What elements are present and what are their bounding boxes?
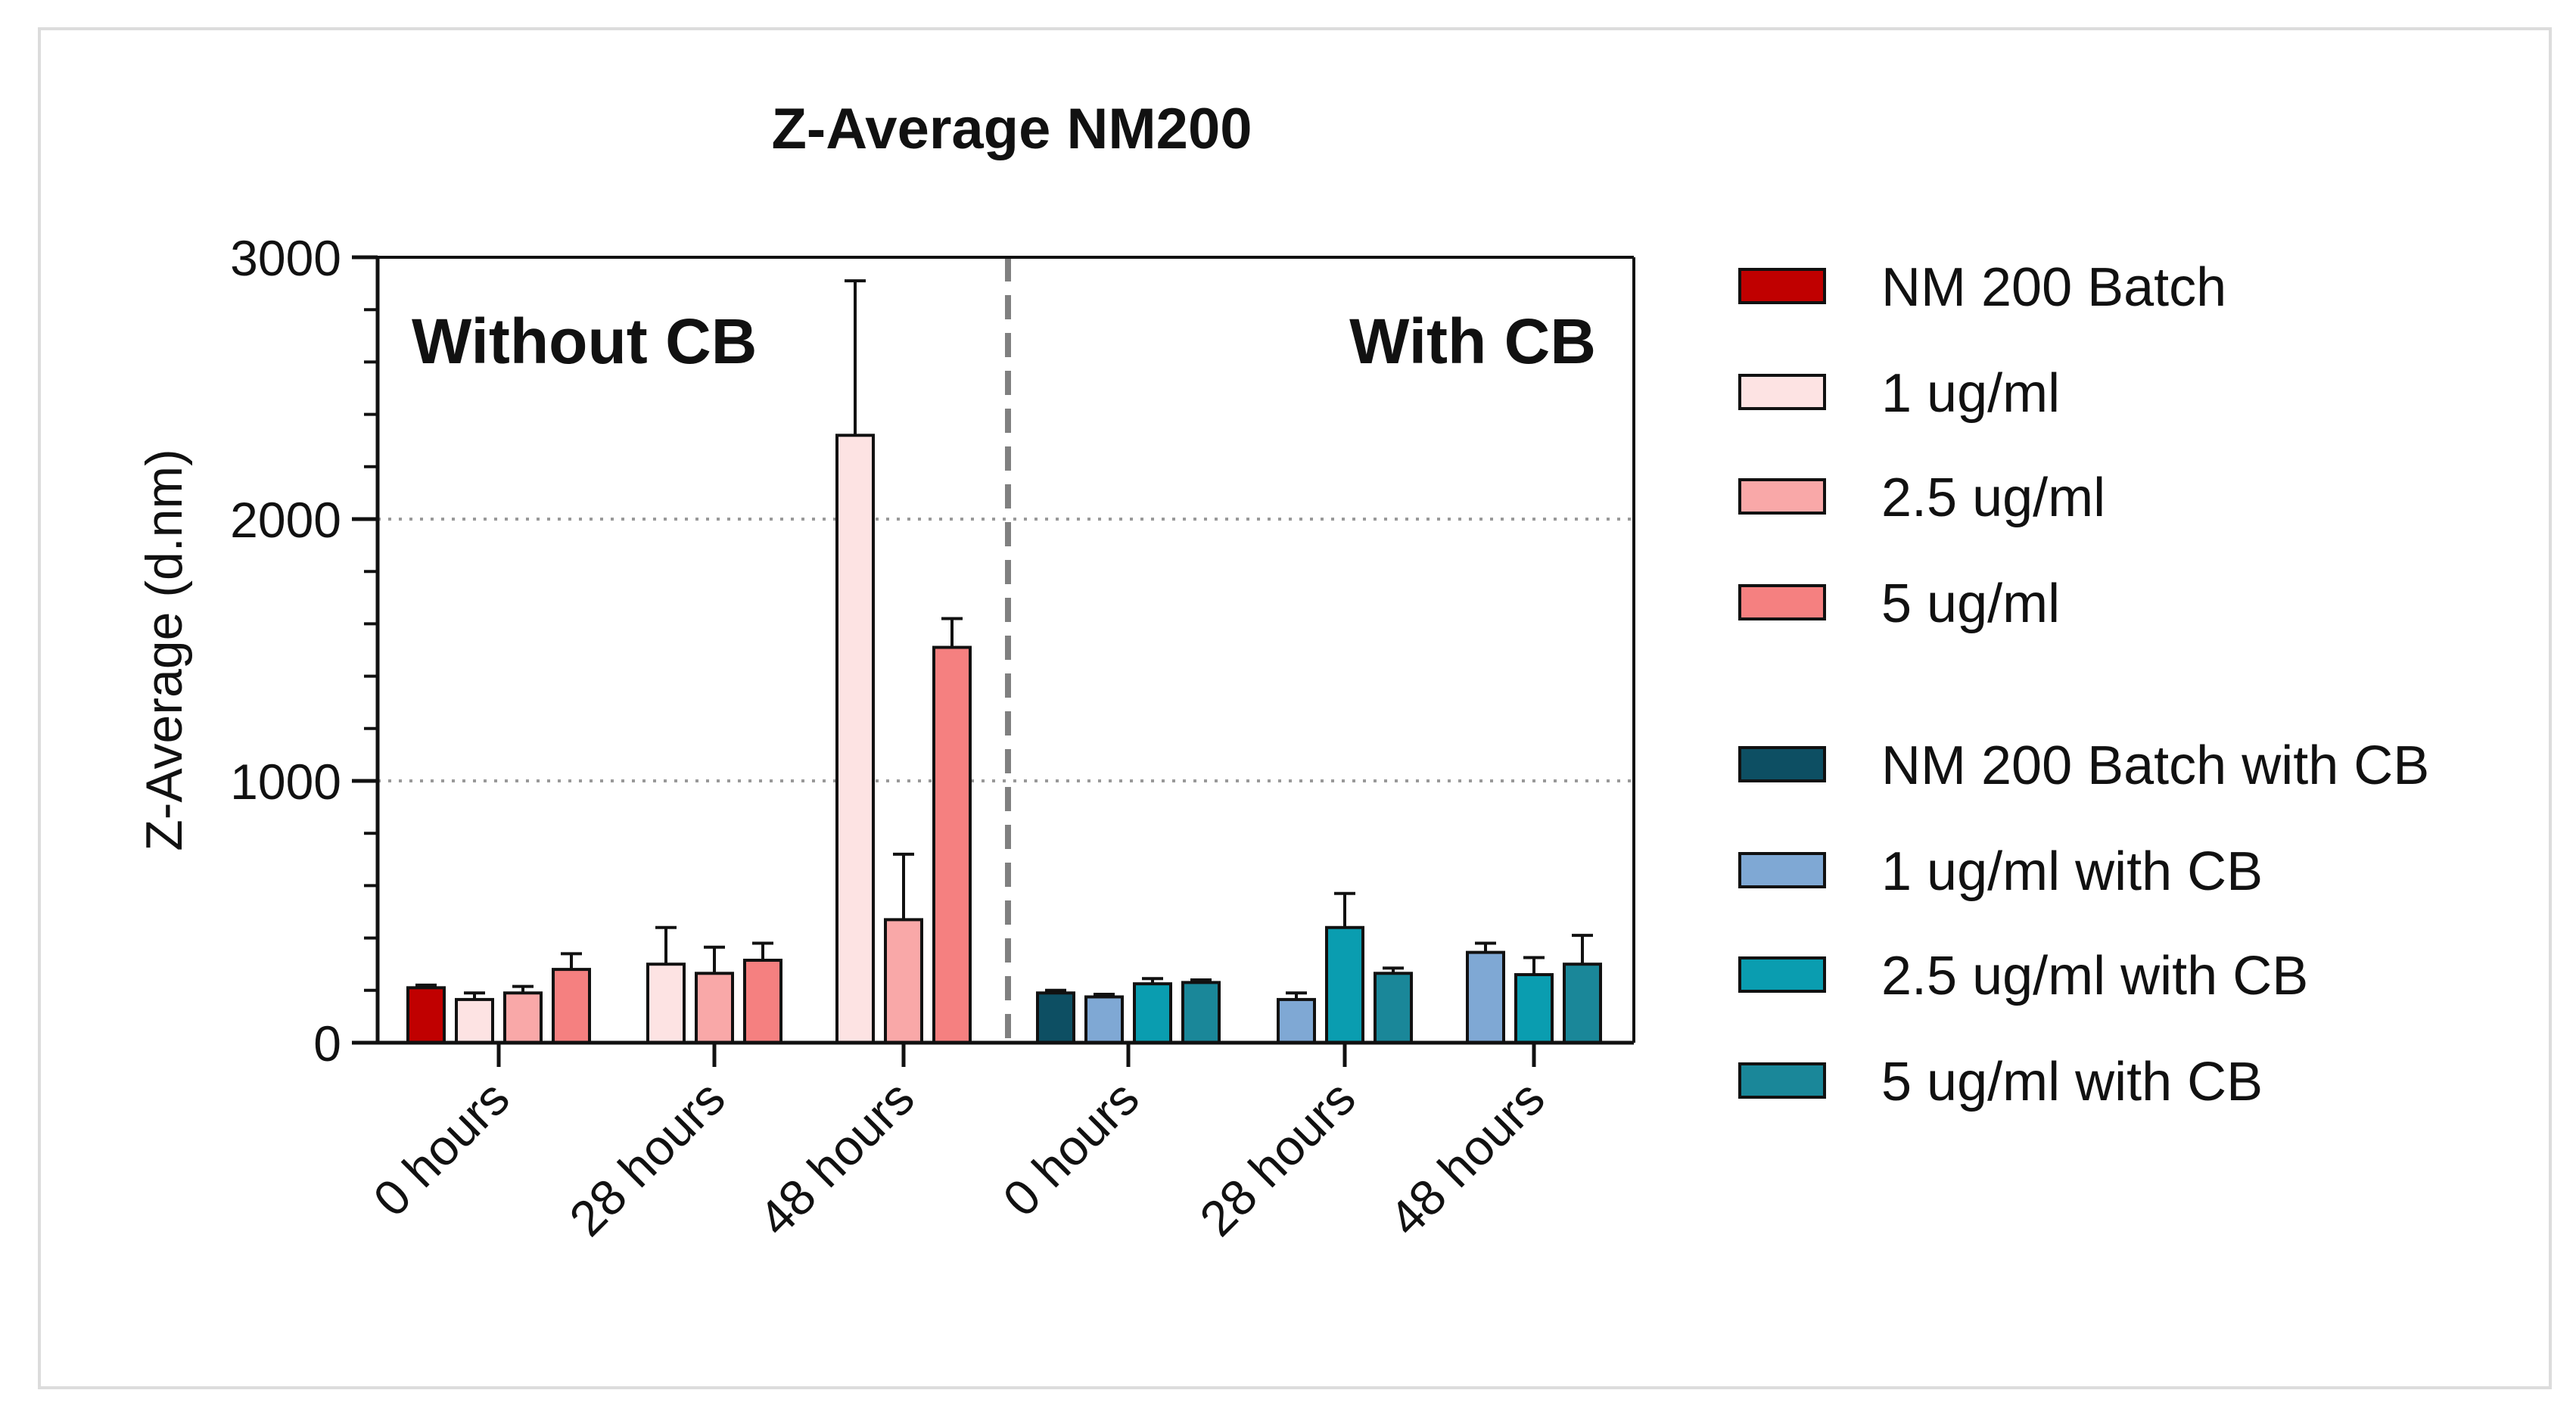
legend-label: 1 ug/ml	[1881, 363, 2060, 424]
y-axis-label: Z-Average (d.nm)	[135, 449, 193, 851]
legend: NM 200 Batch 1 ug/ml 2.5 ug/ml 5 ug/ml NM 20…	[1738, 257, 2429, 1112]
legend-label: 5 ug/ml	[1881, 574, 2060, 634]
bar	[1036, 991, 1075, 1045]
legend-swatch	[1738, 746, 1826, 782]
grid-layer	[378, 518, 1634, 782]
x-tick-label: 0 hours	[992, 1070, 1150, 1227]
legend-label: 1 ug/ml with CB	[1881, 841, 2263, 902]
bar	[1374, 972, 1413, 1045]
x-tick-label: 0 hours	[362, 1070, 520, 1227]
legend-swatch	[1738, 584, 1826, 620]
bar	[1277, 997, 1316, 1045]
legend-swatch	[1738, 478, 1826, 515]
legend-label: NM 200 Batch with CB	[1881, 735, 2429, 796]
y-tick-label: 3000	[230, 230, 341, 286]
figure-frame: Z-Average NM200 0 1000 2000 3000 0 hours 28 h…	[38, 27, 2552, 1389]
bar	[1133, 982, 1172, 1045]
legend-swatch	[1738, 1062, 1826, 1099]
bar	[695, 972, 734, 1045]
axes-layer	[352, 255, 1635, 1067]
x-tick-label: 48 hours	[748, 1070, 925, 1247]
bar	[1514, 973, 1554, 1045]
legend-swatch	[1738, 852, 1826, 888]
chart-title: Z-Average NM200	[772, 97, 1252, 161]
y-tick-label: 1000	[230, 754, 341, 810]
panel-label-without-cb: Without CB	[412, 306, 757, 377]
legend-swatch	[1738, 268, 1826, 304]
y-tick-label: 2000	[230, 492, 341, 548]
bar	[835, 434, 875, 1044]
bar	[1181, 981, 1221, 1045]
legend-swatch	[1738, 956, 1826, 993]
legend-label: 5 ug/ml with CB	[1881, 1052, 2263, 1112]
legend-label: 2.5 ug/ml	[1881, 468, 2105, 528]
bar	[1325, 925, 1364, 1045]
bar	[932, 645, 972, 1044]
bar	[884, 918, 923, 1044]
legend-swatch	[1738, 374, 1826, 410]
bar	[406, 986, 446, 1044]
legend-label: NM 200 Batch	[1881, 257, 2226, 318]
bar	[1084, 995, 1124, 1044]
y-tick-label: 0	[313, 1015, 341, 1071]
bar	[552, 968, 591, 1044]
legend-label: 2.5 ug/ml with CB	[1881, 946, 2308, 1006]
x-tick-label: 28 hours	[1189, 1070, 1366, 1247]
x-tick-label: 28 hours	[558, 1070, 736, 1247]
bars-layer	[406, 279, 1602, 1045]
bar	[455, 997, 494, 1045]
bar	[503, 991, 543, 1045]
bar	[646, 963, 686, 1044]
bar	[1563, 963, 1602, 1044]
panel-label-with-cb: With CB	[1349, 306, 1596, 377]
bar	[743, 959, 782, 1045]
bar	[1466, 950, 1505, 1045]
x-tick-label: 48 hours	[1378, 1070, 1555, 1247]
